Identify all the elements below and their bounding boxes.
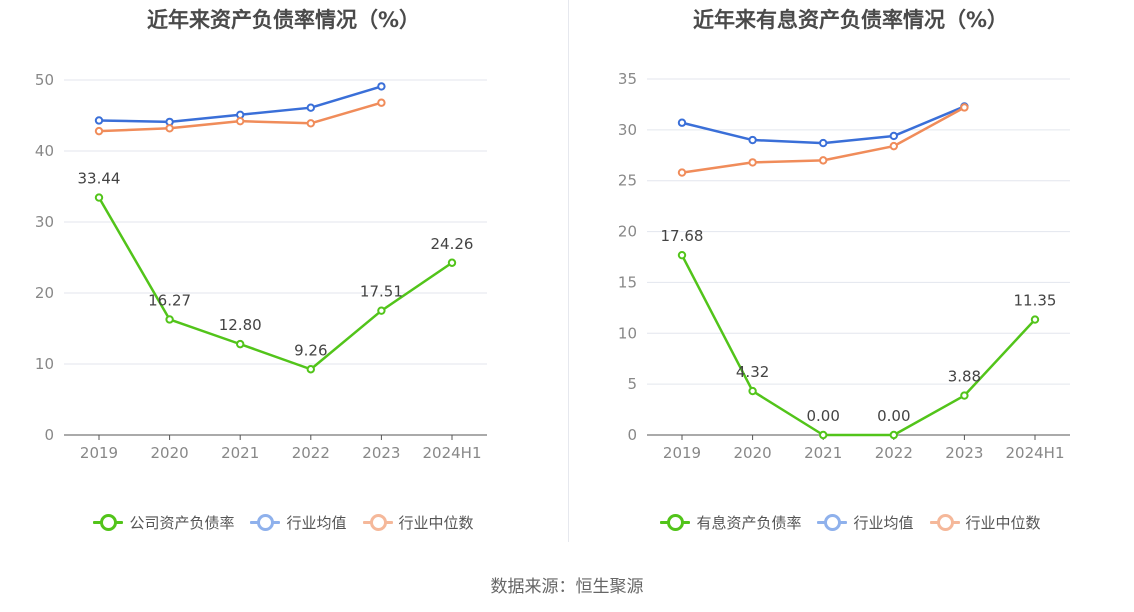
line-chart: 0 10 20 30 40 50 2019 2020 2021 2022 2023 2024H1 33.… — [35, 71, 487, 462]
data-point — [960, 391, 969, 400]
data-point — [306, 365, 315, 374]
chart-legend: 有息资产负债率 行业均值 行业中位数 — [567, 509, 1134, 535]
data-point — [94, 193, 104, 202]
data-point — [94, 126, 104, 136]
legend-line-marker-icon — [93, 514, 124, 531]
legend-item-company[interactable]: 有息资产负债率 — [660, 512, 801, 533]
y-tick-label: 10 — [618, 324, 637, 342]
legend-line-marker-icon — [929, 514, 960, 531]
x-tick-label: 2020 — [734, 444, 772, 462]
data-point — [960, 103, 969, 112]
legend-line-marker-icon — [660, 514, 691, 531]
data-point — [677, 118, 687, 127]
y-tick-label: 25 — [618, 172, 637, 190]
legend-label: 行业中位数 — [398, 513, 474, 532]
debt-ratio-chart-panel: 近年来资产负债率情况（%） 0 10 20 30 40 50 2019 2020 2021 202… — [0, 0, 567, 560]
data-point — [1030, 315, 1040, 324]
y-tick-label: 0 — [627, 426, 637, 444]
y-tick-label: 0 — [44, 426, 54, 444]
x-tick-label: 2019 — [663, 444, 701, 462]
chart-title: 近年来资产负债率情况（%） — [146, 8, 421, 32]
data-label: 3.88 — [948, 368, 981, 386]
data-label: 4.32 — [736, 363, 769, 381]
line-chart: 0 5 10 15 20 25 30 35 2019 2020 2021 2022 2023 2024H1… — [618, 70, 1070, 462]
data-label: 12.80 — [219, 316, 262, 334]
legend-label: 行业中位数 — [965, 513, 1041, 532]
x-tick-label: 2022 — [292, 444, 330, 462]
x-tick-label: 2024H1 — [423, 444, 482, 462]
y-tick-label: 50 — [35, 71, 54, 89]
legend-label: 有息资产负债率 — [696, 513, 802, 532]
interest-debt-ratio-chart-panel: 近年来有息资产负债率情况（%） 0 5 10 15 20 25 30 35 2019 2020 20… — [567, 0, 1134, 560]
data-point — [819, 156, 828, 165]
data-point — [306, 103, 315, 112]
data-point — [889, 131, 898, 141]
data-point — [94, 116, 104, 125]
panel-divider — [568, 0, 569, 542]
x-tick-label: 2024H1 — [1006, 444, 1065, 462]
x-tick-label: 2023 — [945, 444, 983, 462]
legend-item-avg[interactable]: 行业均值 — [817, 512, 914, 533]
data-point — [447, 258, 457, 267]
x-tick-label: 2021 — [804, 444, 842, 462]
data-point — [236, 116, 245, 126]
data-point — [377, 98, 386, 107]
y-tick-label: 30 — [618, 121, 637, 139]
legend-item-company[interactable]: 公司资产负债率 — [93, 512, 234, 533]
data-point — [377, 82, 386, 91]
data-source-note: 数据来源：恒生聚源 — [490, 577, 644, 597]
data-label: 33.44 — [78, 170, 121, 188]
series-line — [680, 254, 1036, 437]
data-point — [748, 135, 757, 145]
data-point — [165, 124, 174, 133]
x-tick-label: 2022 — [875, 444, 913, 462]
legend-label: 行业均值 — [286, 513, 347, 532]
y-tick-label: 5 — [627, 375, 637, 393]
legend-item-avg[interactable]: 行业均值 — [250, 512, 347, 533]
data-point — [889, 430, 898, 440]
data-point — [819, 138, 828, 148]
data-label: 9.26 — [294, 341, 327, 359]
legend-item-median[interactable]: 行业中位数 — [362, 512, 474, 533]
legend-label: 行业均值 — [853, 513, 914, 532]
y-tick-label: 30 — [35, 213, 54, 231]
data-point — [306, 119, 315, 128]
data-label: 16.27 — [148, 291, 191, 309]
data-label: 11.35 — [1014, 292, 1057, 310]
chart-legend: 公司资产负债率 行业均值 行业中位数 — [0, 509, 567, 535]
y-tick-label: 10 — [35, 355, 54, 373]
data-point — [748, 386, 757, 396]
data-point — [748, 158, 757, 167]
y-tick-label: 40 — [35, 142, 54, 160]
legend-line-marker-icon — [250, 514, 281, 531]
data-label: 24.26 — [431, 235, 474, 253]
data-point — [889, 141, 898, 151]
data-point — [819, 430, 828, 440]
data-label: 0.00 — [877, 407, 910, 425]
chart-title: 近年来有息资产负债率情况（%） — [692, 8, 1009, 32]
data-point — [377, 306, 386, 315]
legend-line-marker-icon — [362, 514, 393, 531]
legend-line-marker-icon — [817, 514, 848, 531]
series-line — [97, 196, 453, 371]
legend-item-median[interactable]: 行业中位数 — [929, 512, 1041, 533]
x-tick-label: 2020 — [151, 444, 189, 462]
data-label: 17.51 — [360, 283, 403, 301]
y-tick-label: 20 — [618, 223, 637, 241]
data-label: 0.00 — [806, 407, 839, 425]
x-tick-label: 2021 — [221, 444, 259, 462]
data-label: 17.68 — [661, 227, 704, 245]
series-line — [681, 105, 965, 145]
data-point — [236, 339, 245, 349]
data-point — [677, 168, 687, 177]
x-tick-label: 2019 — [80, 444, 118, 462]
y-tick-label: 15 — [618, 273, 637, 291]
legend-label: 公司资产负债率 — [129, 513, 235, 532]
data-point — [165, 315, 174, 324]
y-tick-label: 20 — [35, 284, 54, 302]
x-tick-label: 2023 — [362, 444, 400, 462]
y-tick-label: 35 — [618, 70, 637, 88]
data-point — [677, 250, 687, 260]
